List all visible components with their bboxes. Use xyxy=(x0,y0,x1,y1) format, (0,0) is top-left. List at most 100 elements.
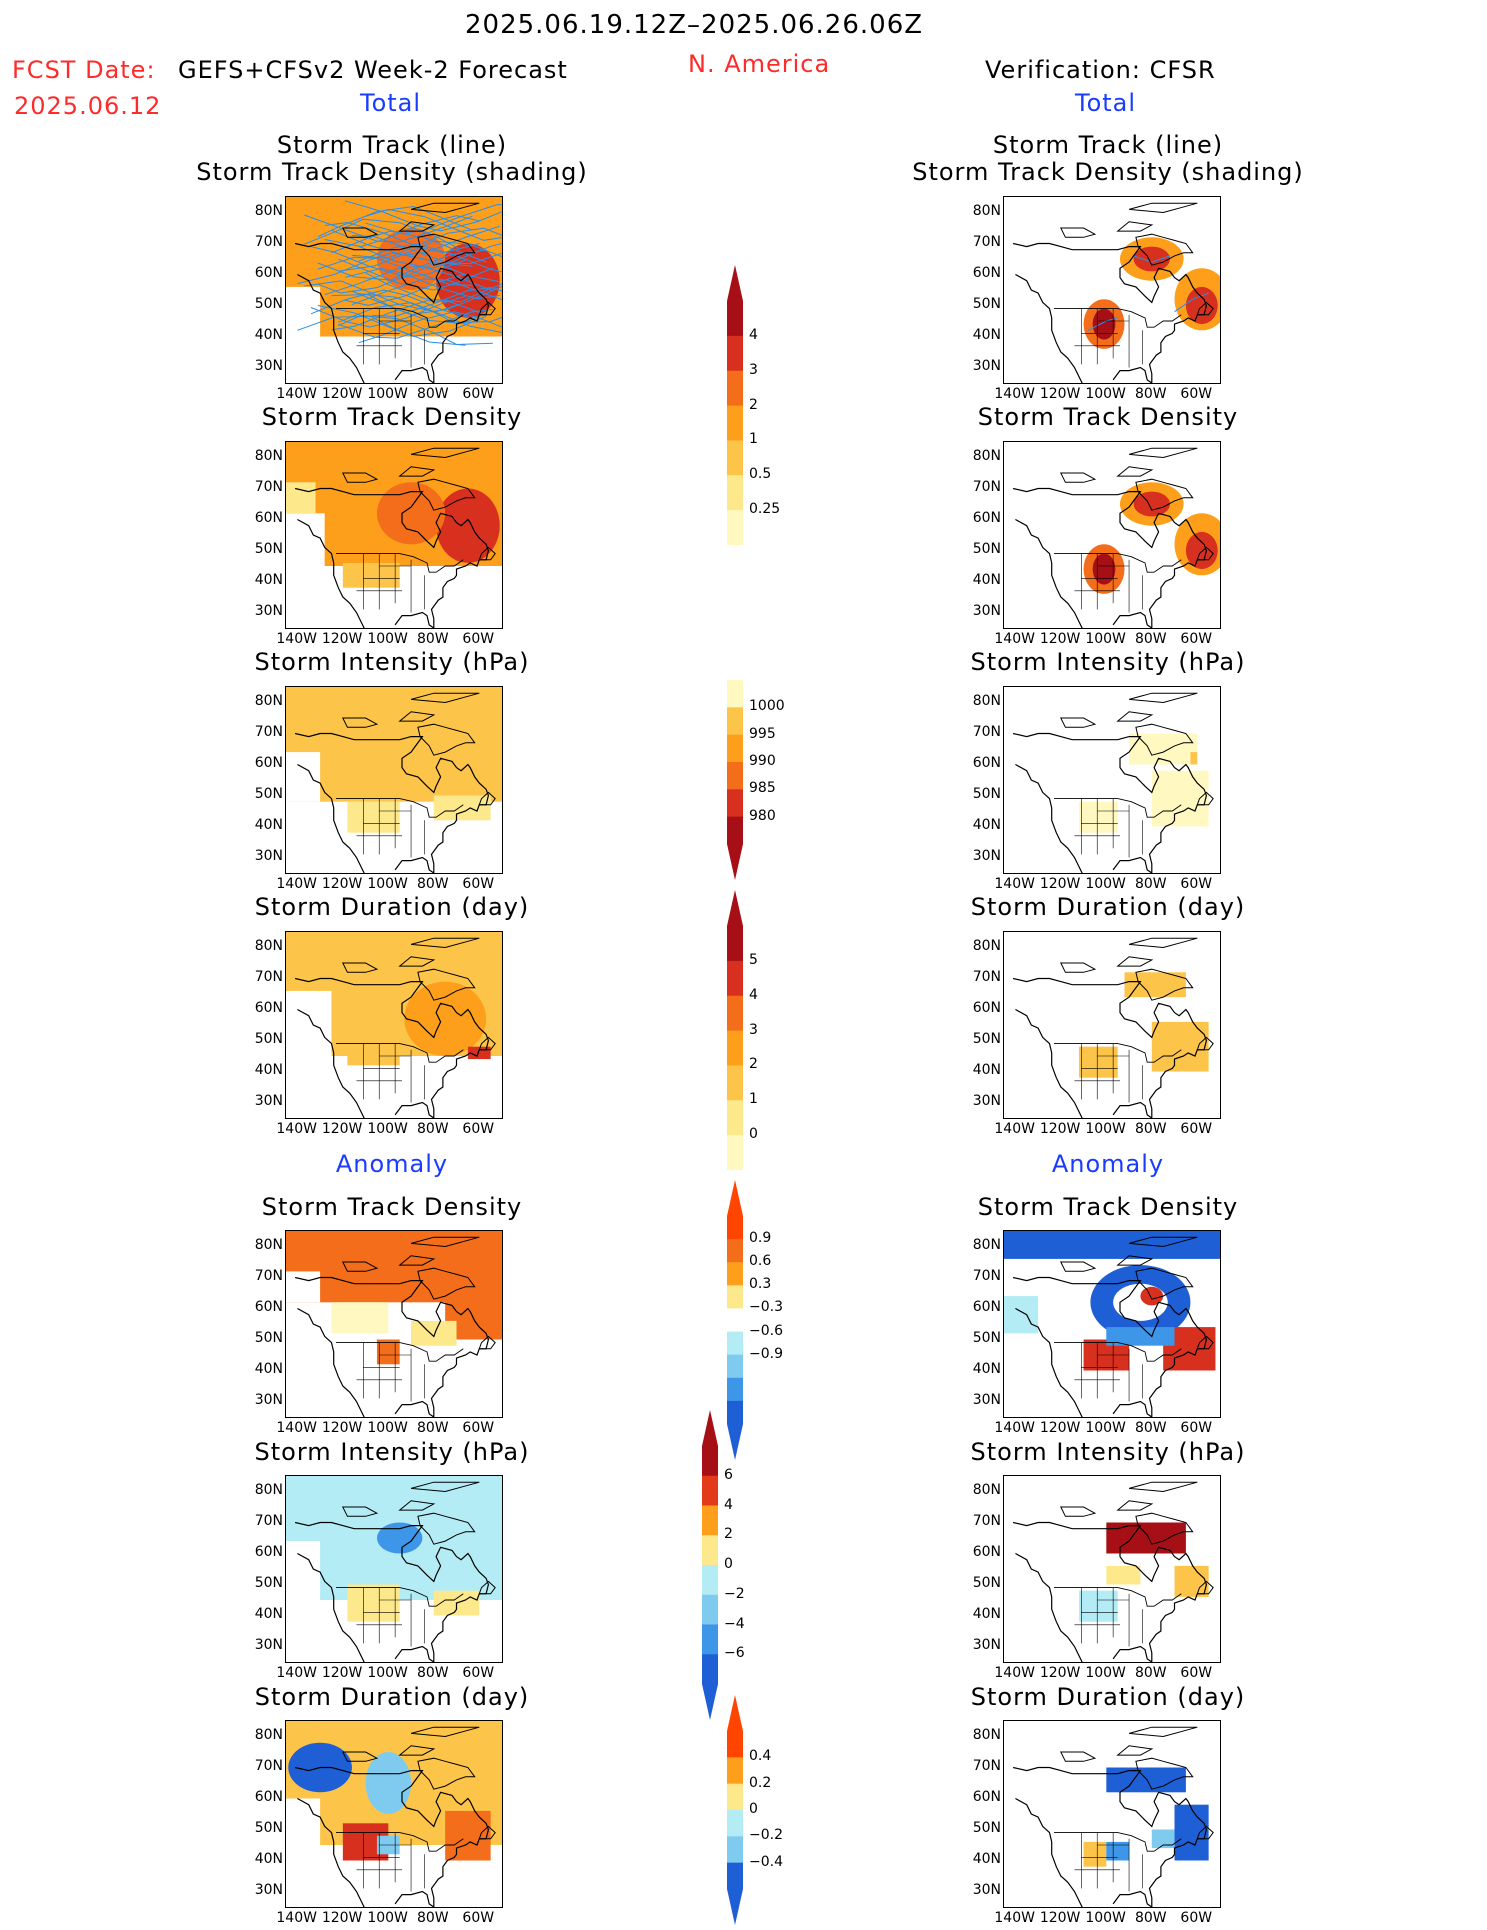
lon-tick-label: 140W xyxy=(994,1665,1035,1681)
coastline-east xyxy=(294,732,490,873)
coastline-east xyxy=(294,487,490,628)
lon-tick-label: 140W xyxy=(276,1665,317,1681)
lat-tick-label: 40N xyxy=(254,1605,283,1622)
storm-track-line xyxy=(358,311,502,344)
map-svg-R4 xyxy=(1012,937,1214,1118)
storm-track-line xyxy=(297,315,466,346)
colorbar-swatch xyxy=(727,1400,743,1425)
coastline-east xyxy=(1012,1276,1208,1417)
island-outline xyxy=(417,1512,476,1545)
map-svg-R6 xyxy=(1012,1481,1214,1662)
colorbar-swatch xyxy=(727,1810,743,1837)
colorbar-label: 0.4 xyxy=(749,1748,772,1765)
island-outline xyxy=(1128,937,1198,949)
left-p2-title: Storm Track Density xyxy=(261,403,523,431)
lat-tick-label: 30N xyxy=(254,1092,283,1109)
colorbar-label: 0.2 xyxy=(749,1774,772,1791)
lon-tick-label: 60W xyxy=(1180,1910,1213,1926)
map-svg-L6 xyxy=(286,1476,502,1662)
lon-axis: 140W 120W 100W 80W 60W xyxy=(276,386,501,406)
colorbar-label: 990 xyxy=(749,753,776,769)
island-outline xyxy=(1116,711,1154,722)
lat-tick-label: 60N xyxy=(254,1788,283,1805)
island-outline xyxy=(410,447,480,459)
lon-tick-label: 60W xyxy=(462,1665,495,1681)
colorbar-swatch xyxy=(727,1331,743,1356)
colorbar-duration: 5 4 3 2 1 0 xyxy=(725,890,805,1171)
colorbar-label: 0.5 xyxy=(749,466,772,483)
colorbar-swatch xyxy=(727,1285,743,1309)
border-line xyxy=(336,1832,464,1852)
lon-axis: 140W 120W 100W 80W 60W xyxy=(276,631,501,651)
lat-axis: 80N 70N 60N 50N 40N 30N xyxy=(245,686,283,872)
lon-tick-label: 120W xyxy=(321,876,363,892)
colorbar-swatch xyxy=(727,1216,743,1240)
lon-tick-label: 100W xyxy=(1085,1121,1126,1137)
lat-tick-label: 30N xyxy=(972,357,1001,374)
lon-tick-label: 120W xyxy=(1039,1420,1081,1436)
lat-tick-label: 40N xyxy=(972,816,1001,833)
lat-tick-label: 80N xyxy=(254,202,283,219)
island-outline xyxy=(1128,1236,1198,1248)
lon-tick-label: 80W xyxy=(1134,1665,1167,1681)
lon-tick-label: 80W xyxy=(416,631,449,647)
storm-track-line xyxy=(310,289,480,321)
island-outline xyxy=(1196,1036,1214,1051)
lon-tick-label: 80W xyxy=(416,1420,449,1436)
island-outline xyxy=(1128,1481,1198,1493)
lat-axis: 80N 70N 60N 50N 40N 30N xyxy=(245,1720,283,1906)
colorbar-swatch xyxy=(727,1757,743,1785)
lat-tick-label: 30N xyxy=(972,847,1001,864)
storm-track-line xyxy=(310,246,466,278)
lon-tick-label: 120W xyxy=(321,386,363,402)
right-p6-title: Storm Intensity (hPa) xyxy=(970,1438,1246,1466)
lon-tick-label: 140W xyxy=(276,386,317,402)
colorbar-label: 0 xyxy=(749,1126,758,1143)
total-right-label: Total xyxy=(1075,89,1137,117)
coastline-east xyxy=(294,242,490,383)
left-p3-title: Storm Intensity (hPa) xyxy=(254,648,530,676)
lon-tick-label: 60W xyxy=(462,1910,495,1926)
right-p7-title: Storm Duration (day) xyxy=(970,1683,1246,1711)
fcst-date: 2025.06.12 xyxy=(14,92,162,120)
island-outline xyxy=(398,956,436,967)
lat-tick-label: 50N xyxy=(972,1819,1001,1836)
colorbar-arrow-bottom xyxy=(702,1684,718,1720)
lat-axis: 80N 70N 60N 50N 40N 30N xyxy=(245,1475,283,1661)
lat-tick-label: 30N xyxy=(254,1391,283,1408)
island-outline xyxy=(1196,1825,1214,1840)
island-outline xyxy=(341,1506,379,1517)
lat-axis: 80N 70N 60N 50N 40N 30N xyxy=(963,1475,1001,1661)
lon-tick-label: 120W xyxy=(1039,876,1081,892)
map-L3 xyxy=(285,686,503,874)
lon-tick-label: 80W xyxy=(1134,631,1167,647)
border-line xyxy=(1054,308,1182,328)
island-outline xyxy=(410,1236,480,1248)
colorbar-label: 3 xyxy=(749,1021,758,1038)
right-p1-title2: Storm Track Density (shading) xyxy=(912,158,1304,186)
colorbar-swatch xyxy=(727,1354,743,1379)
storm-track-line xyxy=(338,308,493,339)
lat-tick-label: 60N xyxy=(254,1543,283,1560)
lat-tick-label: 40N xyxy=(254,326,283,343)
colorbar-label: 0.9 xyxy=(749,1230,772,1247)
lat-tick-label: 30N xyxy=(972,1092,1001,1109)
coastline-west xyxy=(297,1552,365,1662)
colorbar-swatch xyxy=(727,1308,743,1333)
colorbar-label: 995 xyxy=(749,725,776,742)
map-L5 xyxy=(285,1230,503,1418)
colorbar-label: −6 xyxy=(724,1645,745,1662)
lat-tick-label: 80N xyxy=(254,692,283,709)
lat-tick-label: 50N xyxy=(972,295,1001,312)
lon-tick-label: 120W xyxy=(1039,1665,1081,1681)
coastline-west xyxy=(297,518,365,628)
island-outline xyxy=(398,1745,436,1756)
colorbar-label: 0 xyxy=(724,1556,733,1572)
island-outline xyxy=(417,968,476,1001)
lat-tick-label: 50N xyxy=(254,540,283,557)
lon-axis: 140W 120W 100W 80W 60W xyxy=(276,1910,501,1930)
island-outline xyxy=(410,937,480,949)
lon-axis: 140W 120W 100W 80W 60W xyxy=(994,876,1219,896)
fcst-model: GEFS+CFSv2 Week-2 Forecast xyxy=(178,56,568,84)
island-outline xyxy=(1116,956,1154,967)
